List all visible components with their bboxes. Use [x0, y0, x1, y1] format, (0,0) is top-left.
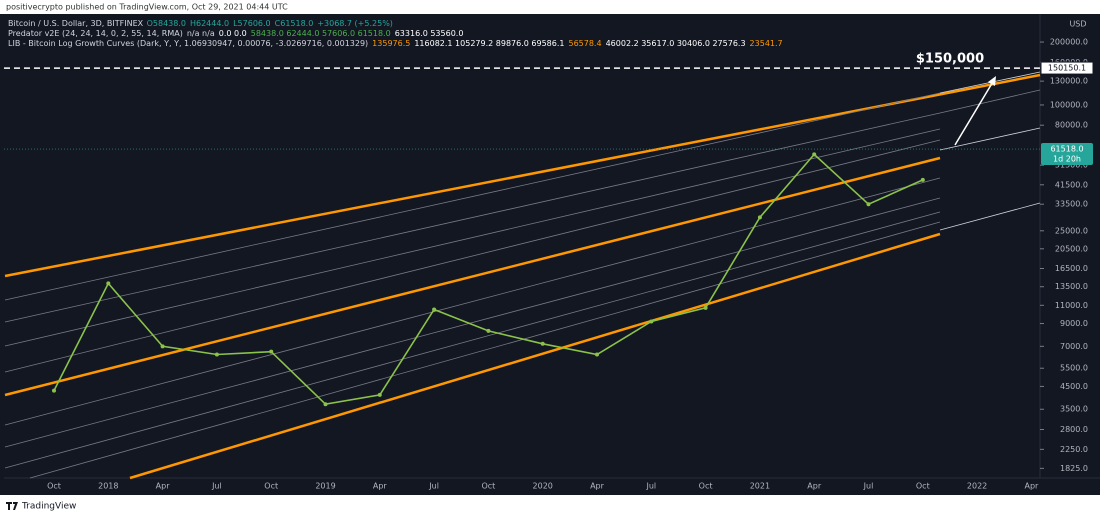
y-tick-label: 13500.0	[1055, 282, 1088, 291]
x-tick-label: Jul	[428, 482, 439, 491]
y-tick-label: 20500.0	[1055, 244, 1088, 253]
legend-text: 23541.7	[750, 39, 783, 48]
price-point	[214, 352, 219, 357]
y-tick-label: 2800.0	[1060, 425, 1088, 434]
legend-text: L57606.0	[233, 19, 271, 28]
legend-text: 58438.0 62444.0 57606.0 61518.0	[251, 29, 391, 38]
y-tick-label: 3500.0	[1060, 405, 1088, 414]
countdown-label: 1d 20h	[1053, 155, 1081, 164]
legend-text: LIB - Bitcoin Log Growth Curves (Dark, Y…	[8, 39, 368, 48]
y-tick-label: 11000.0	[1055, 301, 1088, 310]
y-tick-label: 51500.0	[1055, 161, 1088, 170]
y-tick-label: 1825.0	[1060, 464, 1088, 473]
x-tick-label: Oct	[699, 482, 713, 491]
x-tick-label: Oct	[481, 482, 495, 491]
projection-arrow	[954, 76, 996, 146]
price-point	[595, 352, 599, 357]
x-tick-label: Oct	[264, 482, 278, 491]
last-price-box	[1041, 143, 1093, 166]
x-tick-label: Apr	[373, 482, 388, 491]
legend-text: 0.0 0.0	[219, 29, 247, 38]
chart-background	[0, 14, 1100, 495]
y-tick-label: 33500.0	[1055, 200, 1088, 209]
x-tick-label: 2018	[98, 482, 118, 491]
price-point	[540, 341, 545, 346]
x-tick-label: 2022	[967, 482, 987, 491]
price-point	[377, 392, 382, 397]
annotation: $150,000	[916, 52, 984, 67]
y-tick-label: 5500.0	[1060, 364, 1088, 373]
legend-text: 56578.4	[568, 39, 601, 48]
x-tick-label: 2021	[750, 482, 770, 491]
header-text: positivecrypto published on TradingView.…	[6, 3, 288, 12]
price-point	[52, 388, 56, 393]
x-tick-label: 2019	[315, 482, 335, 491]
brand-logo	[6, 502, 18, 510]
legend-text: C61518.0	[275, 19, 314, 28]
x-tick-label: Apr	[156, 482, 171, 491]
legend-text: H62444.0	[190, 19, 229, 28]
price-point	[703, 305, 708, 310]
legend-text: +3068.7 (+5.25%)	[317, 19, 393, 28]
target-price-box	[1040, 61, 1094, 75]
y-tick-label: 25000.0	[1055, 226, 1088, 235]
price-point	[432, 307, 437, 312]
legend-text: Predator v2E (24, 24, 14, 0, 2, 55, 14, …	[8, 29, 183, 38]
price-point	[486, 328, 491, 333]
legend-line: Bitcoin / U.S. Dollar, 3D, BITFINEX O5843…	[8, 19, 393, 28]
x-tick-label: Apr	[590, 482, 605, 491]
legend-text: 135976.5	[372, 39, 410, 48]
x-tick-label: 2020	[533, 482, 553, 491]
x-tick-label: Jul	[645, 482, 656, 491]
y-tick-label: 41500.0	[1055, 180, 1088, 189]
brand-name: TradingView	[21, 502, 76, 512]
y-tick-label: 9000.0	[1060, 319, 1088, 328]
legend-line: Predator v2E (24, 24, 14, 0, 2, 55, 14, …	[8, 29, 463, 38]
y-tick-label: 2250.0	[1060, 445, 1088, 454]
target-price-label: 150150.1	[1048, 64, 1086, 73]
legend-text: 63316.0 53560.0	[395, 29, 464, 38]
x-tick-label: Apr	[807, 482, 822, 491]
legend-text: 116082.1 105279.2 89876.0 69586.1	[414, 39, 564, 48]
legend-text: 46002.2 35617.0 30406.0 27576.3	[606, 39, 746, 48]
price-point	[106, 281, 111, 286]
axis-currency: USD	[1069, 20, 1086, 29]
x-tick-label: Jul	[211, 482, 222, 491]
y-tick-label: 200000.0	[1050, 38, 1088, 47]
price-point	[920, 177, 925, 182]
last-price-label: 61518.0	[1050, 145, 1083, 154]
y-tick-label: 16500.0	[1055, 264, 1088, 273]
price-point	[649, 319, 654, 324]
x-tick-label: Apr	[1024, 482, 1039, 491]
y-tick-label: 7000.0	[1060, 342, 1088, 351]
price-point	[757, 215, 762, 220]
x-tick-label: Jul	[863, 482, 874, 491]
legend-text: O58438.0	[147, 19, 186, 28]
legend-line: LIB - Bitcoin Log Growth Curves (Dark, Y…	[8, 39, 783, 48]
x-tick-label: Oct	[916, 482, 930, 491]
legend-text: Bitcoin / U.S. Dollar, 3D, BITFINEX	[8, 19, 144, 28]
price-point	[160, 344, 165, 349]
price-point	[866, 202, 871, 207]
y-tick-label: 80000.0	[1055, 121, 1088, 130]
growth-curves	[4, 71, 1041, 480]
price-point	[323, 402, 328, 407]
y-tick-label: 130000.0	[1050, 77, 1088, 86]
x-tick-label: Oct	[47, 482, 61, 491]
price-point	[812, 152, 817, 157]
legend-text: n/a n/a	[187, 29, 215, 38]
y-tick-label: 100000.0	[1050, 100, 1088, 109]
y-tick-label: 4500.0	[1060, 382, 1088, 391]
price-point	[269, 349, 274, 354]
